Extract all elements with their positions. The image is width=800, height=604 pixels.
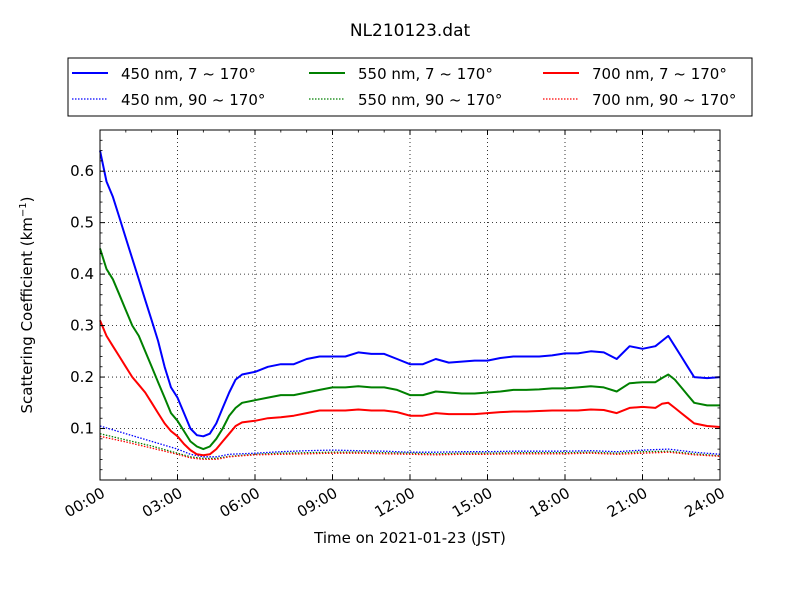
legend-label: 450 nm, 90 ~ 170° bbox=[121, 91, 265, 109]
series-line bbox=[99, 433, 721, 460]
series-line bbox=[99, 425, 721, 458]
grid bbox=[100, 130, 720, 480]
y-axis-label-main: Scattering Coefficient (km bbox=[18, 217, 36, 413]
y-tick-label: 0.3 bbox=[70, 317, 94, 335]
x-tick-label: 21:00 bbox=[604, 484, 650, 521]
legend-box bbox=[67, 57, 753, 117]
x-tick-label: 06:00 bbox=[217, 484, 263, 521]
y-axis-label-close: ) bbox=[18, 196, 36, 202]
x-tick-label: 18:00 bbox=[527, 484, 573, 521]
series-line bbox=[99, 248, 720, 451]
legend-label: 700 nm, 90 ~ 170° bbox=[592, 91, 736, 109]
y-tick-labels: 0.1 0.2 0.3 0.4 0.5 0.6 bbox=[70, 162, 94, 437]
x-tick-label: 24:00 bbox=[682, 484, 728, 521]
series-line bbox=[99, 435, 721, 461]
y-axis-label: Scattering Coefficient (km−1) bbox=[18, 196, 36, 413]
y-tick-label: 0.2 bbox=[70, 368, 94, 386]
series-line bbox=[99, 320, 721, 457]
legend-label: 550 nm, 7 ~ 170° bbox=[358, 65, 493, 83]
x-tick-label: 12:00 bbox=[372, 484, 418, 521]
y-axis-label-exponent: −1 bbox=[18, 202, 29, 217]
x-tick-label: 00:00 bbox=[62, 484, 108, 521]
y-tick-label: 0.6 bbox=[70, 162, 94, 180]
series-layer bbox=[99, 150, 721, 461]
legend: 450 nm, 7 ~ 170° 450 nm, 90 ~ 170° 550 nm,… bbox=[67, 57, 753, 117]
legend-label: 700 nm, 7 ~ 170° bbox=[592, 65, 727, 83]
legend-label: 550 nm, 90 ~ 170° bbox=[358, 91, 502, 109]
x-tick-labels: 00:00 03:00 06:00 09:00 12:00 15:00 18:00 21:00… bbox=[62, 484, 728, 521]
x-tick-label: 03:00 bbox=[139, 484, 185, 521]
x-tick-label: 09:00 bbox=[294, 484, 340, 521]
y-tick-label: 0.4 bbox=[70, 265, 94, 283]
legend-label: 450 nm, 7 ~ 170° bbox=[121, 65, 256, 83]
y-tick-label: 0.5 bbox=[70, 214, 94, 232]
ticks bbox=[99, 130, 721, 480]
x-tick-label: 15:00 bbox=[449, 484, 495, 521]
series-line bbox=[99, 150, 721, 438]
x-axis-label: Time on 2021-01-23 (JST) bbox=[313, 529, 506, 547]
chart-title: NL210123.dat bbox=[350, 21, 471, 41]
y-tick-label: 0.1 bbox=[70, 420, 94, 438]
